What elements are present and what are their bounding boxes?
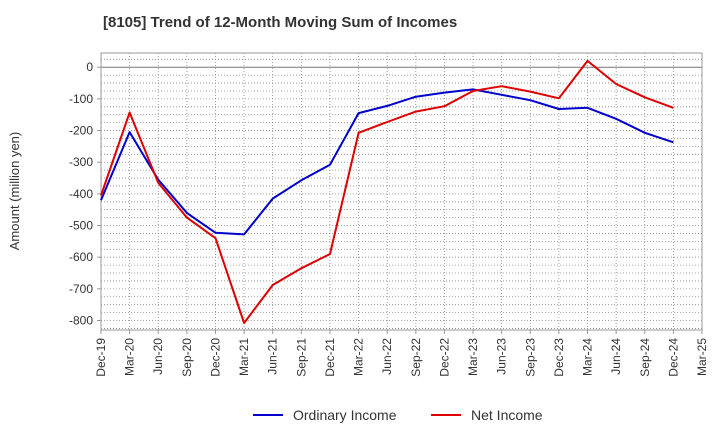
y-tick-label: -200: [69, 124, 93, 138]
plot-area-border: [100, 52, 703, 331]
x-tick-label: Jun-23: [495, 338, 509, 375]
x-tick-label: Mar-22: [352, 338, 366, 376]
net-income-line: [100, 59, 674, 324]
ordinary-income-legend-label: Ordinary Income: [293, 407, 397, 423]
y-axis-label: Amount (million yen): [7, 132, 22, 251]
x-tick-label: Mar-20: [123, 338, 137, 376]
y-tick-label: -400: [69, 187, 93, 201]
x-tick-label: Sep-21: [294, 338, 308, 377]
x-tick-label: Dec-22: [437, 338, 451, 377]
x-axis-ticks: Dec-19 Mar-20 Jun-20 Sep-20 Dec-20 Mar-21 Jun-…: [94, 330, 709, 377]
y-tick-label: -500: [69, 219, 93, 233]
x-tick-label: Dec-20: [208, 338, 222, 377]
x-tick-label: Sep-20: [180, 338, 194, 377]
net-income-legend-label: Net Income: [471, 407, 543, 423]
x-tick-label: Sep-22: [409, 338, 423, 377]
y-tick-label: -600: [69, 250, 93, 264]
legend: Ordinary Income Net Income: [253, 407, 543, 423]
x-tick-label: Mar-21: [237, 338, 251, 376]
x-tick-label: Dec-19: [94, 338, 108, 377]
x-tick-label: Sep-24: [638, 338, 652, 377]
x-tick-label: Jun-22: [380, 338, 394, 375]
ordinary-income-line: [100, 88, 674, 236]
x-tick-label: Jun-20: [151, 338, 165, 375]
y-tick-label: -800: [69, 314, 93, 328]
x-tick-label: Jun-24: [609, 338, 623, 375]
y-tick-label: -100: [69, 92, 93, 106]
x-tick-label: Dec-23: [552, 338, 566, 377]
x-tick-label: Dec-24: [666, 338, 680, 377]
x-tick-label: Dec-21: [323, 338, 337, 377]
y-axis-ticks: 0 -100 -200 -300 -400 -500 -600 -700 -800: [69, 60, 101, 328]
x-tick-label: Mar-25: [695, 338, 709, 376]
y-tick-label: 0: [86, 60, 93, 74]
y-tick-label: -300: [69, 155, 93, 169]
y-tick-label: -700: [69, 282, 93, 296]
grid: [101, 53, 702, 330]
x-tick-label: Sep-23: [523, 338, 537, 377]
x-tick-label: Jun-21: [266, 338, 280, 375]
chart-title: [8105] Trend of 12-Month Moving Sum of I…: [103, 14, 458, 31]
x-tick-label: Mar-23: [466, 338, 480, 376]
x-tick-label: Mar-24: [581, 338, 595, 376]
series-lines: [100, 59, 674, 324]
